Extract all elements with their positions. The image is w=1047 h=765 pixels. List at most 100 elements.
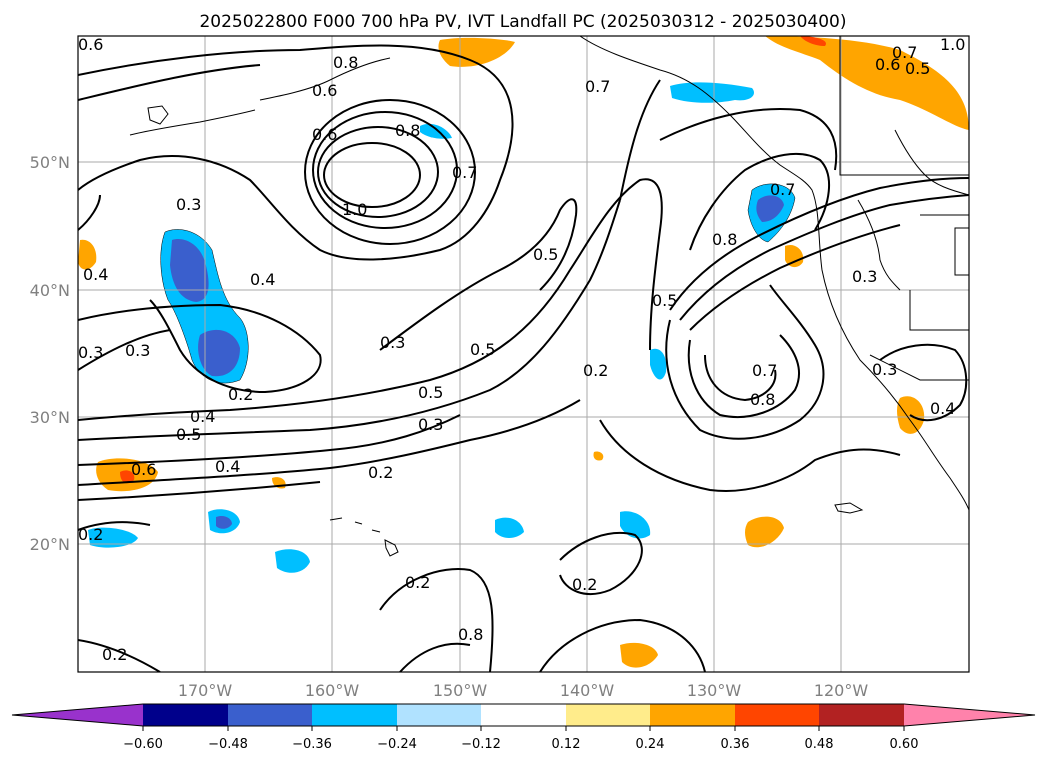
colorbar-segment <box>566 704 650 726</box>
contour-label: 0.5 <box>418 383 443 402</box>
contour-label: 0.6 <box>312 125 337 144</box>
colorbar-segment <box>481 704 566 726</box>
contour-label: 0.6 <box>875 55 900 74</box>
contour-line <box>679 194 969 321</box>
lon-label: 140°W <box>560 681 615 700</box>
contour-label: 0.8 <box>712 230 737 249</box>
contour-label: 0.3 <box>125 341 150 360</box>
contour-label: 0.3 <box>78 343 103 362</box>
contour-label: 0.3 <box>380 333 405 352</box>
colorbar: −0.60 −0.48 −0.36 −0.24 −0.12 0.12 0.24 … <box>11 703 1036 752</box>
colorbar-tick-label: −0.48 <box>208 737 248 752</box>
contour-line <box>704 354 777 402</box>
contour-line <box>78 44 514 261</box>
contour-line <box>599 419 901 492</box>
contour-label: 1.0 <box>940 35 965 54</box>
contour-label: 0.8 <box>750 390 775 409</box>
colorbar-segment <box>819 704 904 726</box>
contour-label: 0.7 <box>770 180 795 199</box>
map-area: 0.6 0.8 0.7 0.8 0.6 0.7 1.0 0.7 0.6 0.5 … <box>78 35 969 672</box>
contour-ring <box>304 99 476 245</box>
contour-label: 0.3 <box>852 267 877 286</box>
contour-line <box>78 414 461 466</box>
contour-label: 0.6 <box>131 460 156 479</box>
colorbar-tick-label: 0.12 <box>552 737 581 752</box>
contour-line <box>689 153 831 251</box>
contour-label: 0.4 <box>930 399 955 418</box>
contour-label: 0.2 <box>78 525 103 544</box>
contour-label: 0.2 <box>102 645 127 664</box>
contour-line <box>78 194 101 231</box>
lat-label: 40°N <box>30 281 70 300</box>
lon-label: 120°W <box>814 681 869 700</box>
contour-label: 0.3 <box>176 195 201 214</box>
colorbar-tick-label: 0.48 <box>805 737 834 752</box>
lat-label: 50°N <box>30 153 70 172</box>
contour-line <box>78 64 261 101</box>
lat-label: 20°N <box>30 535 70 554</box>
lon-label: 130°W <box>687 681 742 700</box>
pv-contours <box>78 44 969 672</box>
contour-label: 0.7 <box>585 77 610 96</box>
positive-anomaly-region <box>593 451 604 461</box>
colorbar-segment <box>143 704 228 726</box>
contour-line <box>689 224 901 331</box>
negative-anomaly-region <box>495 517 524 538</box>
contour-ring <box>312 111 458 229</box>
contour-label: 0.8 <box>395 121 420 140</box>
colorbar-tick-label: −0.12 <box>461 737 501 752</box>
negative-anomaly-region <box>275 549 310 573</box>
positive-anomaly-region <box>765 36 969 130</box>
contour-line <box>78 299 322 394</box>
negative-anomaly-core <box>216 515 232 529</box>
negative-anomaly-region <box>88 527 138 548</box>
contour-label: 0.4 <box>83 265 108 284</box>
colorbar-segment <box>12 704 143 726</box>
contour-label: 0.6 <box>312 81 337 100</box>
negative-anomaly-region <box>420 123 452 139</box>
colorbar-segment <box>735 704 819 726</box>
positive-anomaly-region <box>745 516 784 548</box>
negative-anomaly-core <box>756 195 784 222</box>
contour-label: 0.7 <box>452 163 477 182</box>
colorbar-tick-label: −0.24 <box>377 737 417 752</box>
contour-line <box>78 521 151 531</box>
contour-label: 0.2 <box>405 573 430 592</box>
contour-label: 0.4 <box>190 407 215 426</box>
colorbar-segment <box>312 704 397 726</box>
contour-line <box>78 178 663 421</box>
contour-line <box>78 329 171 371</box>
contour-ring <box>317 126 439 218</box>
contour-label: 0.3 <box>418 415 443 434</box>
negative-anomaly-region <box>620 511 651 539</box>
contour-label: 0.4 <box>250 270 275 289</box>
lat-label: 30°N <box>30 408 70 427</box>
positive-anomaly-core <box>800 36 826 46</box>
contour-label: 0.5 <box>533 245 558 264</box>
contour-label: 0.5 <box>905 59 930 78</box>
lon-label: 170°W <box>178 681 233 700</box>
islands <box>147 105 864 557</box>
contour-line <box>619 79 661 201</box>
colorbar-tick-label: −0.60 <box>123 737 163 752</box>
negative-anomaly-region <box>650 348 667 380</box>
contour-label: 0.3 <box>872 360 897 379</box>
contour-line <box>687 334 800 419</box>
contour-label: 0.6 <box>78 35 103 54</box>
contour-line <box>78 199 621 441</box>
lat-axis: 50°N 40°N 30°N 20°N <box>30 153 70 554</box>
colorbar-tick-label: −0.36 <box>292 737 332 752</box>
contour-label: 0.2 <box>228 385 253 404</box>
contour-line <box>539 618 706 672</box>
contour-line <box>78 639 161 672</box>
negative-anomaly-core <box>170 239 209 302</box>
positive-anomaly-core <box>120 470 135 484</box>
colorbar-segment <box>650 704 735 726</box>
contour-line <box>669 177 969 311</box>
contour-label: 0.7 <box>752 361 777 380</box>
gridlines <box>78 36 969 672</box>
coastlines <box>129 36 969 511</box>
contour-ring <box>323 142 421 208</box>
contour-line <box>78 481 321 501</box>
